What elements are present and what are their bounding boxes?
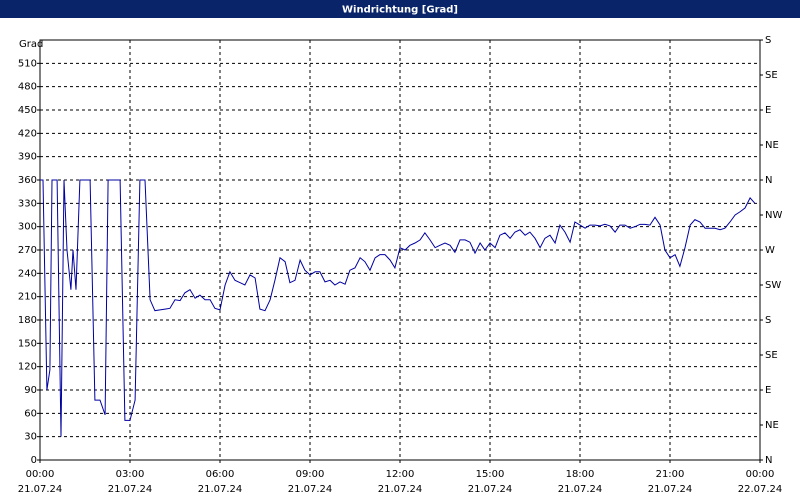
y2-tick-label: S — [765, 35, 771, 46]
chart-title: Windrichtung [Grad] — [342, 5, 458, 16]
y-tick-label: 150 — [18, 338, 37, 349]
y2-tick-label: NE — [765, 140, 779, 151]
y-tick-label: 390 — [18, 152, 37, 163]
x-tick-label: 12:00 — [386, 469, 415, 480]
x-tick-date: 21.07.24 — [468, 484, 513, 495]
data-line — [40, 179, 756, 437]
y2-tick-label: N — [765, 455, 772, 466]
y2-tick-label: W — [765, 245, 775, 256]
x-tick-date: 21.07.24 — [108, 484, 153, 495]
x-tick-date: 21.07.24 — [288, 484, 333, 495]
y2-tick-label: NW — [765, 210, 782, 221]
y2-tick-label: NE — [765, 420, 779, 431]
y-tick-label: 330 — [18, 198, 37, 209]
x-tick-label: 21:00 — [656, 469, 685, 480]
x-tick-label: 00:00 — [746, 469, 775, 480]
x-tick-label: 00:00 — [26, 469, 55, 480]
y-tick-label: 300 — [18, 222, 37, 233]
x-tick-label: 09:00 — [296, 469, 325, 480]
y-tick-label: 480 — [18, 82, 37, 93]
x-tick-label: 03:00 — [116, 469, 145, 480]
y-tick-label: 90 — [24, 385, 37, 396]
y-tick-label: 270 — [18, 245, 37, 256]
y2-tick-label: SE — [765, 350, 778, 361]
y-tick-label: 450 — [18, 105, 37, 116]
y-tick-label: 0 — [31, 455, 37, 466]
x-tick-label: 06:00 — [206, 469, 235, 480]
y-tick-label: 510 — [18, 58, 37, 69]
y-tick-label: 60 — [24, 408, 37, 419]
y2-tick-label: N — [765, 175, 772, 186]
y-tick-label: 210 — [18, 292, 37, 303]
y-tick-label: 420 — [18, 128, 37, 139]
y-tick-label: 180 — [18, 315, 37, 326]
plot-border — [39, 39, 761, 461]
x-tick-label: 15:00 — [476, 469, 505, 480]
x-tick-date: 21.07.24 — [558, 484, 603, 495]
x-tick-date: 21.07.24 — [648, 484, 693, 495]
y2-tick-label: S — [765, 315, 771, 326]
y-tick-label: 30 — [24, 432, 37, 443]
x-tick-date: 22.07.24 — [738, 484, 783, 495]
y-tick-label: 240 — [18, 268, 37, 279]
title-bar — [0, 0, 800, 18]
x-tick-label: 18:00 — [566, 469, 595, 480]
y-axis-label: Grad — [19, 39, 43, 50]
x-tick-date: 21.07.24 — [378, 484, 423, 495]
y2-tick-label: E — [765, 105, 771, 116]
x-tick-date: 21.07.24 — [198, 484, 243, 495]
y2-tick-label: SE — [765, 70, 778, 81]
y-tick-label: 120 — [18, 362, 37, 373]
y2-tick-label: SW — [765, 280, 781, 291]
y-tick-label: 360 — [18, 175, 37, 186]
y2-tick-label: E — [765, 385, 771, 396]
x-tick-date: 21.07.24 — [18, 484, 63, 495]
